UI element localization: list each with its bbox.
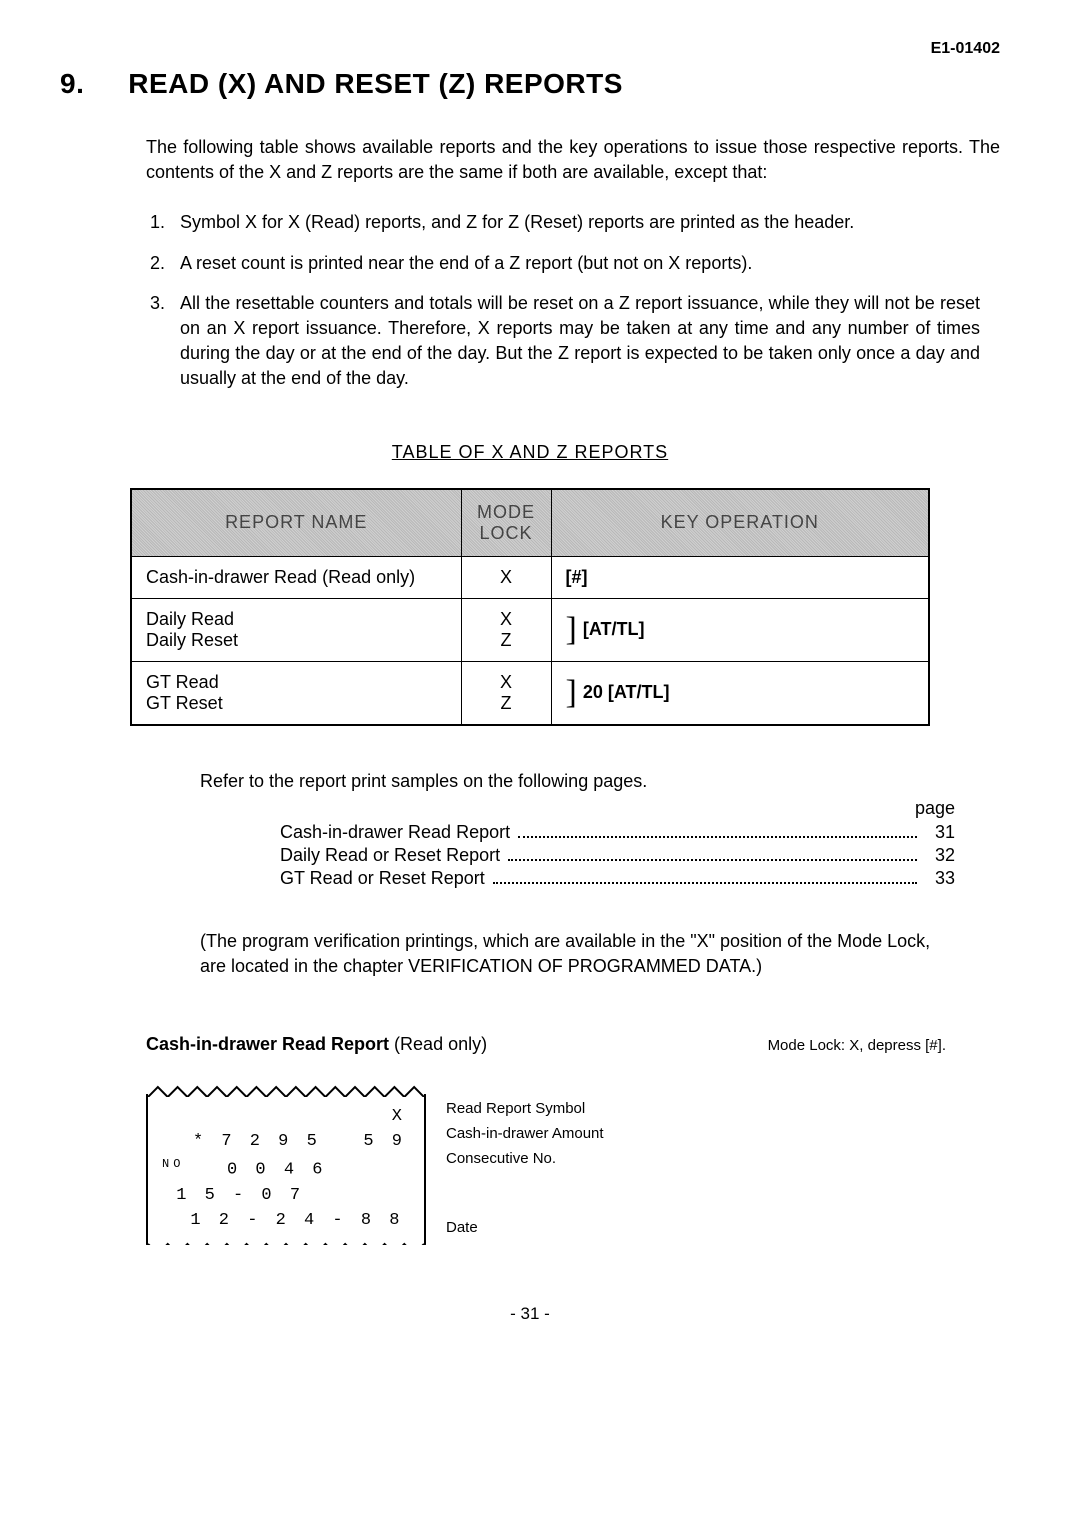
heading-number: 9. [60, 68, 120, 100]
document-id: E1-01402 [60, 40, 1000, 58]
cell-op: ] [AT/TL] [551, 598, 929, 661]
toc-page: 32 [925, 845, 955, 866]
label-read-symbol: Read Report Symbol [446, 1100, 604, 1117]
list-item: Symbol X for X (Read) reports, and Z for… [170, 210, 980, 235]
list-item: All the resettable counters and totals w… [170, 291, 980, 392]
cell-name: GT Read GT Reset [131, 661, 461, 725]
list-item: A reset count is printed near the end of… [170, 251, 980, 276]
cell-op: ] 20 [AT/TL] [551, 661, 929, 725]
report-header-sub: Mode Lock: X, depress [#]. [768, 1037, 946, 1054]
toc-page: 31 [925, 822, 955, 843]
bracket-icon: ] [566, 616, 577, 643]
bracket-icon: ] [566, 679, 577, 706]
toc: Cash-in-drawer Read Report 31 Daily Read… [280, 822, 955, 889]
th-mode-lock: MODE LOCK [461, 489, 551, 557]
toc-label: GT Read or Reset Report [280, 868, 485, 889]
receipt-labels: Read Report Symbol Cash-in-drawer Amount… [446, 1085, 604, 1254]
receipt-line: 1 5 - 0 7 [162, 1186, 406, 1205]
differences-list: Symbol X for X (Read) reports, and Z for… [170, 210, 980, 391]
report-title-normal: (Read only) [389, 1034, 487, 1054]
zigzag-top-icon [148, 1085, 424, 1097]
label-date: Date [446, 1219, 604, 1236]
reports-table: REPORT NAME MODE LOCK KEY OPERATION Cash… [130, 488, 930, 726]
table-title: TABLE OF X AND Z REPORTS [60, 442, 1000, 463]
toc-row: Cash-in-drawer Read Report 31 [280, 822, 955, 843]
report-title-bold: Cash-in-drawer Read Report [146, 1034, 389, 1054]
page-label: page [60, 798, 955, 819]
toc-dots [518, 836, 917, 838]
table-row: Daily Read Daily Reset X Z ] [AT/TL] [131, 598, 929, 661]
receipt-line: NO 0 0 4 6 [162, 1157, 406, 1180]
label-cash-amount: Cash-in-drawer Amount [446, 1125, 604, 1142]
receipt-line: X [162, 1107, 406, 1126]
toc-dots [508, 859, 917, 861]
receipt-line: 1 2 - 2 4 - 8 8 [162, 1211, 406, 1230]
cell-name: Daily Read Daily Reset [131, 598, 461, 661]
toc-label: Daily Read or Reset Report [280, 845, 500, 866]
th-report-name: REPORT NAME [131, 489, 461, 557]
cell-name: Cash-in-drawer Read (Read only) [131, 556, 461, 598]
cell-mode: X Z [461, 661, 551, 725]
main-heading: 9. READ (X) AND RESET (Z) REPORTS [60, 68, 1000, 100]
cell-mode: X [461, 556, 551, 598]
table-header-row: REPORT NAME MODE LOCK KEY OPERATION [131, 489, 929, 557]
refer-text: Refer to the report print samples on the… [200, 771, 960, 792]
zigzag-bottom-icon [148, 1242, 424, 1254]
heading-title: READ (X) AND RESET (Z) REPORTS [128, 68, 623, 99]
table-row: Cash-in-drawer Read (Read only) X [#] [131, 556, 929, 598]
toc-label: Cash-in-drawer Read Report [280, 822, 510, 843]
table-row: GT Read GT Reset X Z ] 20 [AT/TL] [131, 661, 929, 725]
toc-row: GT Read or Reset Report 33 [280, 868, 955, 889]
cell-op: [#] [551, 556, 929, 598]
intro-paragraph: The following table shows available repo… [146, 135, 1000, 185]
toc-row: Daily Read or Reset Report 32 [280, 845, 955, 866]
receipt-line: * 7 2 9 5 5 9 [162, 1132, 406, 1151]
receipt-section: X * 7 2 9 5 5 9 NO 0 0 4 6 1 5 - 0 7 1 2… [146, 1085, 1000, 1254]
th-key-operation: KEY OPERATION [551, 489, 929, 557]
label-consecutive: Consecutive No. [446, 1150, 604, 1167]
note-text: (The program verification printings, whi… [200, 929, 960, 979]
toc-page: 33 [925, 868, 955, 889]
cell-mode: X Z [461, 598, 551, 661]
receipt-box: X * 7 2 9 5 5 9 NO 0 0 4 6 1 5 - 0 7 1 2… [146, 1085, 426, 1254]
page-number: - 31 - [60, 1304, 1000, 1324]
toc-dots [493, 882, 917, 884]
report-header: Cash-in-drawer Read Report (Read only) M… [146, 1034, 946, 1055]
